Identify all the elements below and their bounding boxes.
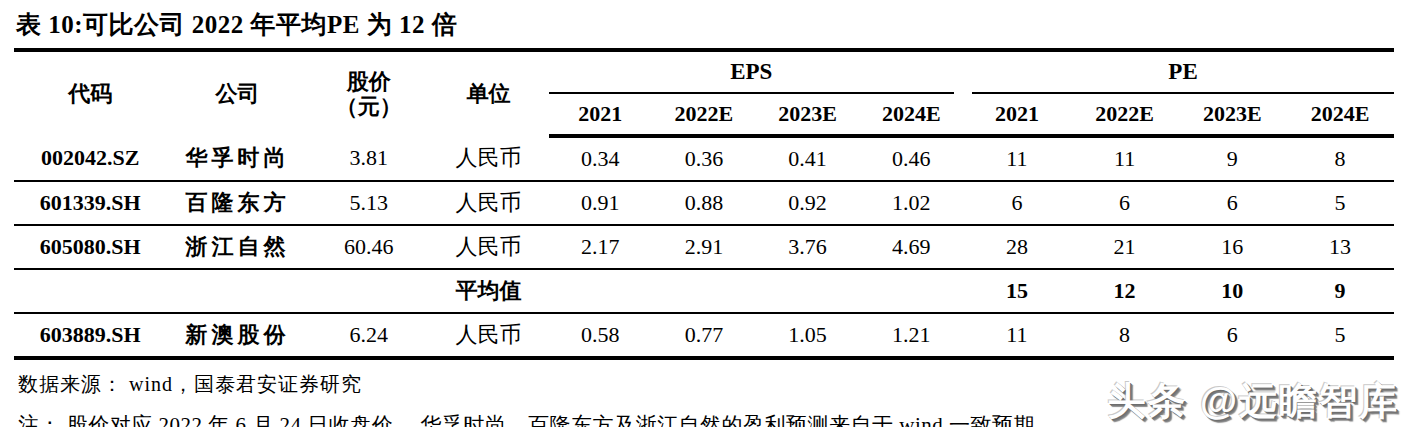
cell-price: 60.46 [309,225,429,269]
cell-pe: 16 [1178,225,1286,269]
cell-pe-average: 10 [1178,269,1286,313]
table-header: 代码 公司 股价 （元） 单位 EPS PE 2021 2022E 2023E … [14,50,1394,136]
cell-eps: 3.76 [756,225,860,269]
eps-year-2021: 2021 [549,94,653,136]
pe-group-label: PE [972,53,1394,94]
cell-eps [859,269,963,313]
cell-price [309,269,429,313]
pe-year-2021: 2021 [963,94,1071,136]
cell-pe: 6 [1178,181,1286,225]
eps-year-2023e: 2023E [756,94,860,136]
report-table-section: 表 10:可比公司 2022 年平均PE 为 12 倍 代码 公司 股价 （元）… [0,0,1407,427]
table-title: 表 10:可比公司 2022 年平均PE 为 12 倍 [16,8,1393,41]
eps-year-2024e: 2024E [859,94,963,136]
table-row: 601339.SH 百隆东方 5.13 人民币 0.91 0.88 0.92 1… [14,181,1394,225]
cell-company [166,269,308,313]
cell-pe: 6 [1071,181,1179,225]
cell-pe: 6 [1178,313,1286,358]
cell-pe: 9 [1178,136,1286,181]
cell-unit: 人民币 [429,225,549,269]
eps-group-label: EPS [549,53,955,94]
cell-pe-average: 9 [1286,269,1394,313]
table-row: 002042.SZ 华孚时尚 3.81 人民币 0.34 0.36 0.41 0… [14,136,1394,181]
watermark: 头条 @远瞻智库 [1107,376,1399,427]
cell-unit average-label: 平均值 [429,269,549,313]
cell-eps: 0.46 [859,136,963,181]
price-label-line2: （元） [336,94,402,119]
col-header-unit: 单位 [429,50,549,136]
cell-eps: 1.21 [859,313,963,358]
cell-eps: 0.34 [549,136,653,181]
cell-unit: 人民币 [429,136,549,181]
table-row: 605080.SH 浙江自然 60.46 人民币 2.17 2.91 3.76 … [14,225,1394,269]
group-header-pe: PE [963,50,1394,94]
cell-eps: 0.77 [652,313,756,358]
cell-pe: 28 [963,225,1071,269]
cell-eps [549,269,653,313]
col-header-code: 代码 [14,50,166,136]
cell-code: 601339.SH [14,181,166,225]
price-label-line1: 股价 [347,69,391,94]
cell-eps: 1.05 [756,313,860,358]
cell-pe-average: 12 [1071,269,1179,313]
cell-eps: 2.91 [652,225,756,269]
cell-code: 605080.SH [14,225,166,269]
comparable-companies-table: 代码 公司 股价 （元） 单位 EPS PE 2021 2022E 2023E … [14,48,1394,360]
eps-year-2022e: 2022E [652,94,756,136]
cell-pe: 8 [1071,313,1179,358]
cell-pe: 5 [1286,181,1394,225]
cell-company: 百隆东方 [166,181,308,225]
cell-code [14,269,166,313]
cell-eps [652,269,756,313]
cell-pe: 13 [1286,225,1394,269]
cell-code: 603889.SH [14,313,166,358]
cell-pe-average: 15 [963,269,1071,313]
pe-year-2024e: 2024E [1286,94,1394,136]
cell-unit: 人民币 [429,313,549,358]
cell-price: 6.24 [309,313,429,358]
cell-company: 新澳股份 [166,313,308,358]
cell-eps [756,269,860,313]
average-row: 平均值 15 12 10 9 [14,269,1394,313]
cell-code: 002042.SZ [14,136,166,181]
cell-company: 华孚时尚 [166,136,308,181]
cell-pe: 11 [963,136,1071,181]
cell-pe: 8 [1286,136,1394,181]
cell-price: 3.81 [309,136,429,181]
cell-eps: 2.17 [549,225,653,269]
cell-unit: 人民币 [429,181,549,225]
table-row: 603889.SH 新澳股份 6.24 人民币 0.58 0.77 1.05 1… [14,313,1394,358]
cell-company: 浙江自然 [166,225,308,269]
cell-pe: 11 [963,313,1071,358]
cell-eps: 0.88 [652,181,756,225]
group-header-eps: EPS [549,50,964,94]
cell-price: 5.13 [309,181,429,225]
cell-eps: 0.91 [549,181,653,225]
cell-eps: 0.36 [652,136,756,181]
cell-eps: 0.92 [756,181,860,225]
cell-eps: 0.58 [549,313,653,358]
col-header-price: 股价 （元） [309,50,429,136]
cell-pe: 6 [963,181,1071,225]
cell-eps: 1.02 [859,181,963,225]
cell-eps: 4.69 [859,225,963,269]
pe-year-2023e: 2023E [1178,94,1286,136]
header-group-row: 代码 公司 股价 （元） 单位 EPS PE [14,50,1394,94]
pe-year-2022e: 2022E [1071,94,1179,136]
cell-pe: 5 [1286,313,1394,358]
cell-pe: 21 [1071,225,1179,269]
cell-pe: 11 [1071,136,1179,181]
col-header-company: 公司 [166,50,308,136]
cell-eps: 0.41 [756,136,860,181]
table-body: 002042.SZ 华孚时尚 3.81 人民币 0.34 0.36 0.41 0… [14,136,1394,358]
